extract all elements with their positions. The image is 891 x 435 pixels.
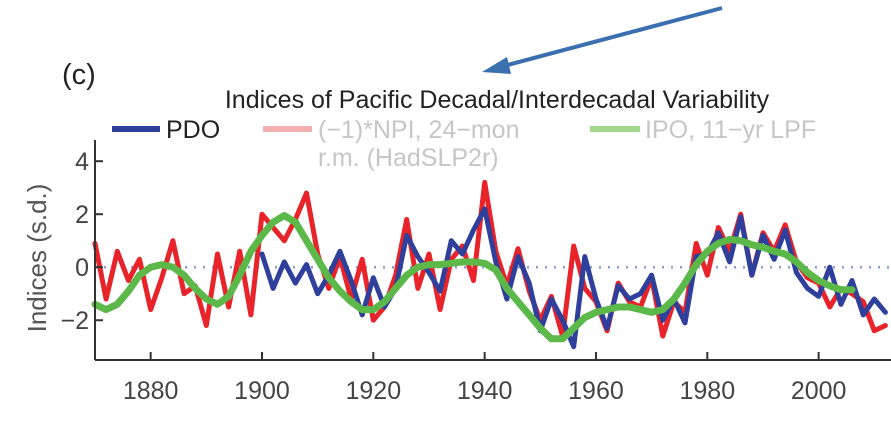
axes bbox=[94, 140, 891, 361]
x-tick-label: 2000 bbox=[791, 377, 847, 405]
x-tick-label: 1960 bbox=[568, 377, 624, 405]
chart-title: Indices of Pacific Decadal/Interdecadal … bbox=[225, 86, 770, 114]
y-tick-label: 0 bbox=[75, 254, 89, 282]
y-tick-label: 2 bbox=[75, 201, 89, 229]
legend-label-ipo: IPO, 11−yr LPF bbox=[645, 116, 816, 144]
tick-labels: 1880 1900 1920 1940 1960 1980 2000 −2 0 2 4 bbox=[60, 148, 846, 405]
x-tick-label: 1900 bbox=[234, 377, 290, 405]
series-layer bbox=[91, 179, 888, 350]
annotation-arrow bbox=[482, 6, 723, 74]
y-tick-label: 4 bbox=[75, 148, 89, 176]
y-tick-label: −2 bbox=[60, 307, 89, 335]
panel-label: (c) bbox=[62, 59, 96, 91]
series-line-pdo bbox=[259, 206, 888, 350]
x-tick-label: 1980 bbox=[679, 377, 735, 405]
x-tick-label: 1920 bbox=[346, 377, 402, 405]
y-axis-label: Indices (s.d.) bbox=[22, 184, 52, 333]
legend-label-npi-line1: (−1)*NPI, 24−mon bbox=[318, 116, 520, 144]
legend-label-pdo: PDO bbox=[166, 116, 220, 144]
x-tick-label: 1940 bbox=[457, 377, 513, 405]
legend: PDO (−1)*NPI, 24−mon r.m. (HadSLP2r) IPO… bbox=[112, 116, 816, 172]
legend-label-npi-line2: r.m. (HadSLP2r) bbox=[318, 144, 499, 172]
series-line-1-npi-24-mon-r-m-hadslp2r bbox=[92, 179, 888, 339]
x-tick-label: 1880 bbox=[123, 377, 179, 405]
series-line-ipo-11-yr-lpf bbox=[91, 212, 856, 343]
